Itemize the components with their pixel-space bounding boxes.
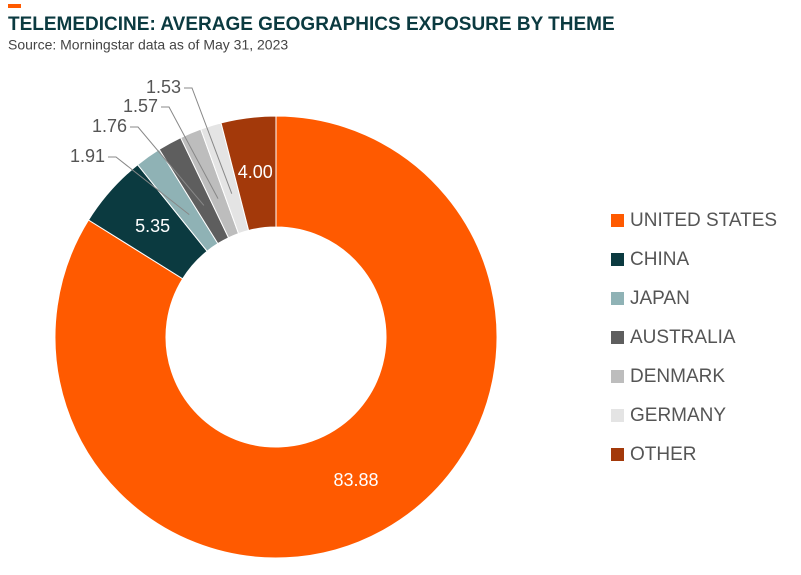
- legend-swatch: [611, 253, 624, 266]
- legend-label: OTHER: [630, 444, 697, 465]
- legend-swatch: [611, 448, 624, 461]
- legend-label: UNITED STATES: [630, 210, 777, 231]
- data-label: 1.57: [123, 96, 158, 116]
- legend-swatch: [611, 331, 624, 344]
- leader-line: [161, 106, 219, 199]
- legend-swatch: [611, 292, 624, 305]
- data-label: 1.76: [92, 116, 127, 136]
- data-label: 83.88: [334, 470, 379, 490]
- data-label: 1.53: [146, 77, 181, 97]
- legend-swatch: [611, 214, 624, 227]
- legend-label: GERMANY: [630, 405, 726, 426]
- leader-line: [184, 87, 233, 194]
- donut-hole: [166, 227, 386, 447]
- data-label: 4.00: [238, 162, 273, 182]
- chart-title: TELEMEDICINE: AVERAGE GEOGRAPHICS EXPOSU…: [8, 14, 615, 35]
- leader-line: [108, 156, 190, 216]
- legend-label: CHINA: [630, 249, 689, 270]
- legend-label: DENMARK: [630, 366, 725, 387]
- data-label: 5.35: [135, 216, 170, 236]
- legend-swatch: [611, 409, 624, 422]
- chart-subtitle: Source: Morningstar data as of May 31, 2…: [8, 37, 288, 53]
- legend-swatch: [611, 370, 624, 383]
- accent-bar: [8, 4, 21, 8]
- legend-label: AUSTRALIA: [630, 327, 736, 348]
- legend-label: JAPAN: [630, 288, 690, 309]
- data-label: 1.91: [70, 146, 105, 166]
- leader-line: [130, 126, 205, 206]
